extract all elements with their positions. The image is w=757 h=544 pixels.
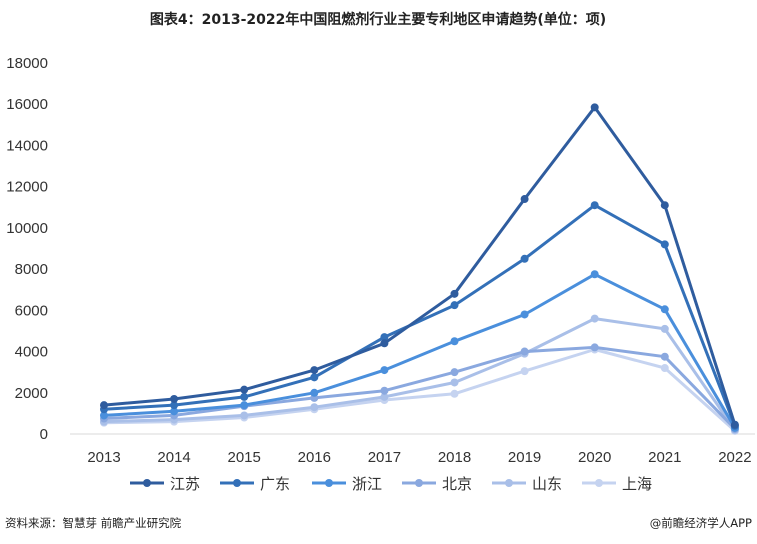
data-point	[450, 389, 459, 398]
data-point	[450, 337, 459, 346]
data-point	[240, 401, 249, 410]
data-point	[170, 394, 179, 403]
data-point	[380, 386, 389, 395]
data-point	[520, 347, 529, 356]
x-tick-label: 2018	[438, 449, 471, 466]
data-point	[590, 314, 599, 323]
data-point	[450, 289, 459, 298]
legend-item: 山东	[492, 475, 562, 493]
brand-label: @前瞻经济学人APP	[650, 516, 752, 530]
legend-marker	[595, 479, 603, 487]
data-point	[380, 333, 389, 342]
legend-item: 江苏	[130, 475, 200, 493]
data-point	[100, 401, 108, 410]
data-point	[520, 254, 529, 263]
axes: 0 2000 4000 6000 8000 10000 12000 14000 16000 180…	[6, 55, 755, 466]
series-line	[103, 272, 737, 429]
data-point	[660, 240, 669, 249]
legend-label: 山东	[532, 475, 562, 493]
legend: 江苏 广东 浙江 北京 山东 上海	[130, 475, 652, 493]
x-tick-label: 2013	[87, 449, 120, 466]
legend-item: 浙江	[312, 475, 382, 493]
data-point	[380, 366, 389, 375]
data-point	[590, 103, 599, 112]
data-point	[170, 407, 179, 416]
y-tick-label: 18000	[6, 55, 48, 72]
data-point	[240, 385, 249, 394]
data-point	[660, 324, 669, 333]
x-tick-label: 2014	[157, 449, 190, 466]
data-point	[660, 305, 669, 314]
data-point	[660, 201, 669, 210]
series-3	[100, 270, 739, 432]
data-point	[520, 310, 529, 319]
data-point	[520, 367, 529, 376]
legend-marker	[143, 479, 151, 487]
legend-marker	[325, 479, 333, 487]
legend-marker	[415, 479, 423, 487]
y-tick-label: 14000	[6, 137, 48, 154]
data-point	[450, 378, 459, 387]
x-tick-label: 2019	[508, 449, 541, 466]
x-tick-label: 2017	[368, 449, 401, 466]
source-note: 资料来源：智慧芽 前瞻产业研究院	[5, 516, 182, 530]
data-point	[590, 343, 599, 352]
y-tick-label: 2000	[15, 385, 48, 402]
data-point	[450, 301, 459, 310]
x-tick-label: 2021	[648, 449, 681, 466]
data-point	[240, 392, 249, 401]
legend-marker	[233, 479, 241, 487]
legend-item: 上海	[582, 475, 652, 493]
y-tick-label: 12000	[6, 179, 48, 196]
series-1	[100, 103, 739, 429]
legend-item: 北京	[402, 475, 472, 493]
legend-label: 北京	[442, 475, 472, 493]
y-tick-label: 10000	[6, 220, 48, 237]
data-point	[380, 339, 389, 348]
data-point	[240, 411, 249, 420]
data-point	[660, 352, 669, 361]
data-point	[310, 403, 319, 412]
x-tick-label: 2020	[578, 449, 611, 466]
data-point	[590, 270, 599, 279]
data-point	[100, 411, 108, 420]
data-point	[380, 392, 389, 401]
series-line	[103, 317, 737, 431]
series-line	[103, 203, 737, 427]
series-line	[103, 345, 736, 430]
series-layer	[100, 103, 739, 435]
x-tick-label: 2015	[228, 449, 261, 466]
data-point	[310, 373, 319, 382]
y-tick-label: 6000	[15, 302, 48, 319]
y-tick-label: 4000	[15, 344, 48, 361]
chart-title: 图表4：2013-2022年中国阻燃剂行业主要专利地区申请趋势(单位：项)	[150, 11, 606, 28]
data-point	[730, 420, 739, 429]
series-line	[103, 348, 736, 433]
data-point	[170, 401, 179, 410]
data-point	[310, 388, 319, 397]
data-point	[450, 368, 459, 377]
series-5	[100, 314, 739, 434]
legend-label: 江苏	[170, 475, 200, 493]
series-line	[103, 105, 737, 426]
legend-label: 广东	[260, 475, 290, 493]
legend-label: 上海	[622, 475, 652, 493]
data-point	[520, 195, 529, 204]
y-tick-label: 0	[40, 426, 48, 443]
y-tick-label: 8000	[15, 261, 48, 278]
y-tick-label: 16000	[6, 96, 48, 113]
legend-marker	[505, 479, 513, 487]
data-point	[660, 364, 669, 373]
data-point	[310, 366, 319, 375]
legend-item: 广东	[220, 475, 290, 493]
x-tick-label: 2016	[298, 449, 331, 466]
data-point	[590, 201, 599, 210]
legend-label: 浙江	[352, 475, 382, 493]
x-tick-label: 2022	[718, 449, 751, 466]
